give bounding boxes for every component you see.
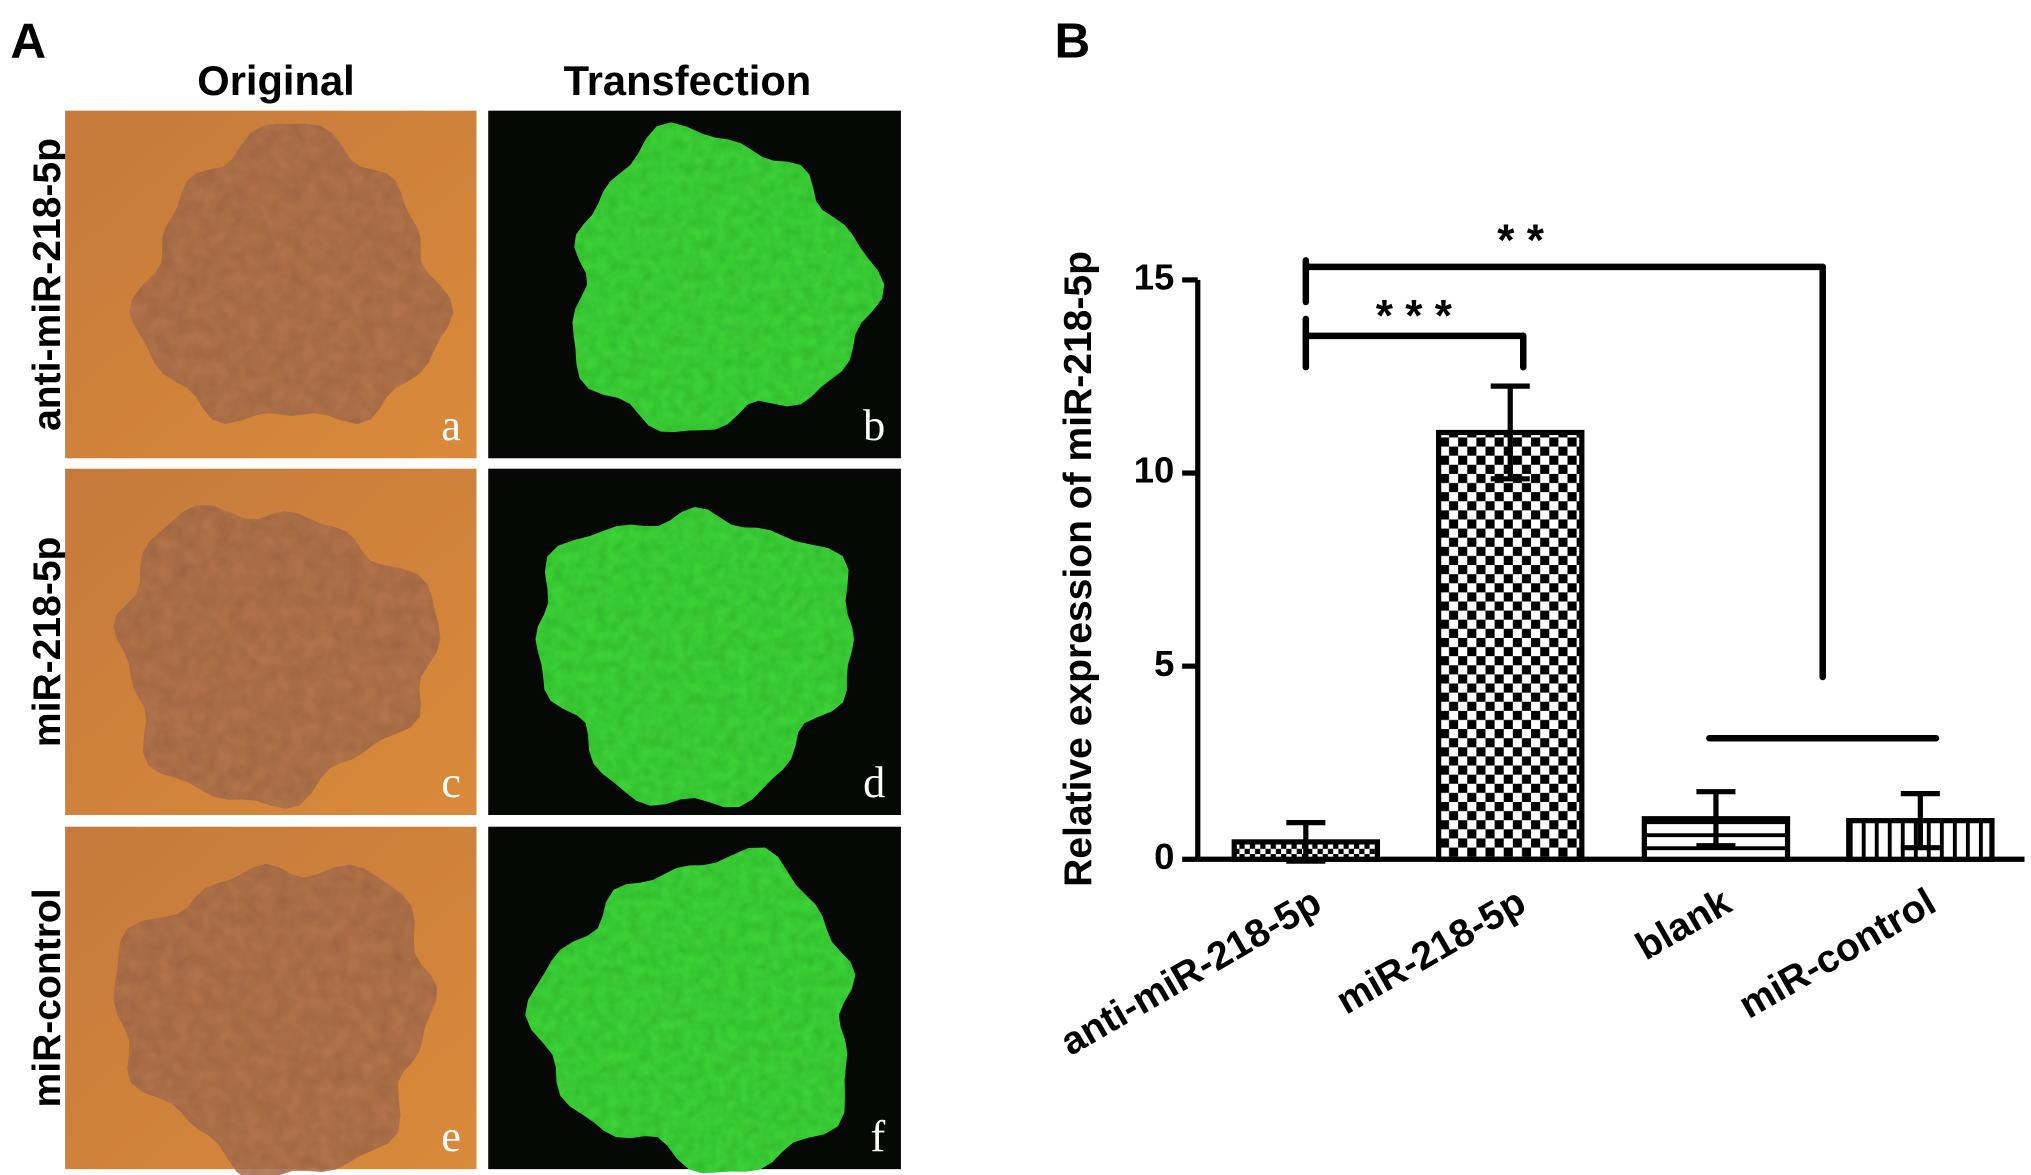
x-tick-label: miR-control [1732,880,1943,1027]
y-tick-label: 0 [1154,836,1174,877]
x-tick-label: miR-218-5p [1329,880,1533,1022]
y-tick-label: 5 [1154,643,1174,684]
cell-cluster [113,863,438,1175]
column-header: Original [197,57,354,104]
panel-label: B [1055,13,1091,68]
row-label: miR-control [26,888,69,1107]
y-axis-label: Relative expression of miR-218-5p [1057,251,1100,887]
cell-cluster [525,847,856,1174]
cell-cluster [535,506,855,808]
cell-cluster [113,505,441,809]
x-tick-label: blank [1629,880,1739,968]
significance-label: * * [1497,216,1545,265]
significance-label: * * * [1376,292,1453,341]
panel-letter: b [863,401,885,450]
cell-cluster [572,122,885,432]
row-label: miR-218-5p [26,537,69,748]
bar [1436,429,1585,862]
cell-cluster [129,123,454,424]
panel-letter: d [863,758,885,807]
panel-letter: c [441,758,461,807]
row-label: anti-miR-218-5p [26,138,69,431]
panel-letter: f [871,1112,886,1161]
y-tick-label: 15 [1134,257,1175,298]
column-header: Transfection [564,57,812,104]
panel-label: A [10,13,46,68]
panel-letter: e [441,1112,461,1161]
y-tick-label: 10 [1134,450,1175,491]
x-tick-label: anti-miR-218-5p [1053,880,1328,1064]
panel-letter: a [441,401,461,450]
